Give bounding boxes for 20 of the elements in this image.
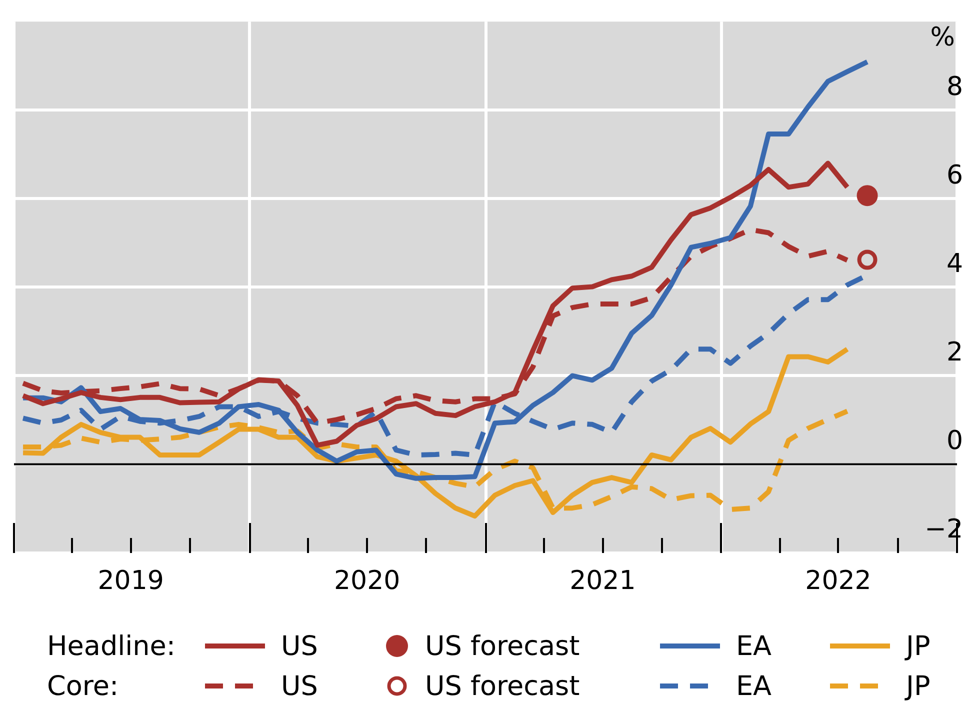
x-tick-label: 2019 <box>98 566 164 596</box>
x-tick-label: 2020 <box>334 566 400 596</box>
text: Headline: <box>47 630 176 664</box>
legend-label: US <box>281 630 318 662</box>
x-tick-label: 2021 <box>570 566 636 596</box>
legend-label: EA <box>736 670 772 702</box>
legend-label: EA <box>736 630 772 662</box>
y-tick-label: 6 <box>946 160 963 190</box>
legend-label: US <box>281 670 318 702</box>
x-tick-label: 2022 <box>805 566 872 596</box>
legend-label: US forecast <box>425 670 580 702</box>
legend-label: JP <box>906 630 930 662</box>
y-tick-label: 4 <box>946 248 963 279</box>
legend-label: JP <box>906 670 930 702</box>
y-tick-label: 2 <box>946 337 963 368</box>
text: Core: <box>47 670 120 704</box>
legend-label: US forecast <box>425 630 580 662</box>
y-tick-label: 8 <box>946 72 963 102</box>
y-axis-title: % <box>930 22 955 52</box>
y-tick-label: 0 <box>946 426 963 456</box>
